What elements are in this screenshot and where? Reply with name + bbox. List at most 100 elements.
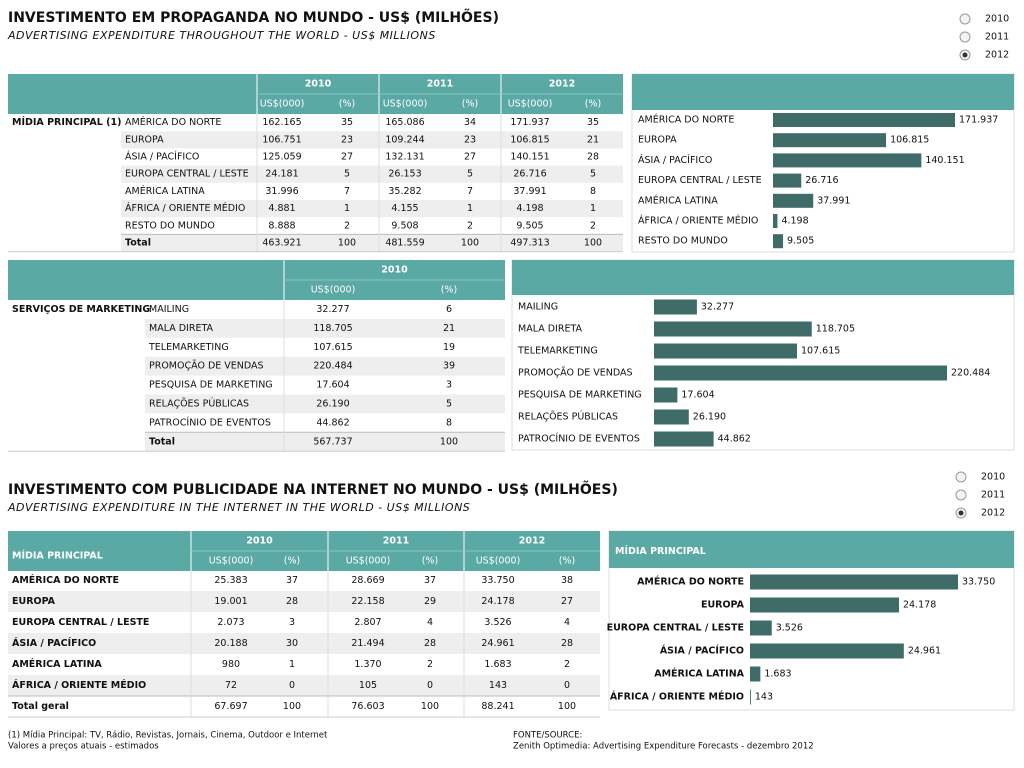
bar-value: 4.198 xyxy=(781,216,808,227)
row-label: PATROCÍNIO DE EVENTOS xyxy=(149,416,271,428)
cell: 5 xyxy=(590,169,596,180)
bar-value: 32.277 xyxy=(701,302,734,313)
bar xyxy=(654,431,714,447)
cell: 24.181 xyxy=(265,169,298,180)
row-stripe xyxy=(121,165,623,183)
bar-value: 143 xyxy=(755,692,773,703)
year-header: 2011 xyxy=(427,79,453,90)
cell: 8 xyxy=(446,417,452,428)
bar-label: AMÉRICA LATINA xyxy=(654,668,744,680)
cell: 28 xyxy=(286,596,298,607)
bar xyxy=(773,214,778,228)
bar xyxy=(773,133,887,148)
group-label: MÍDIA PRINCIPAL xyxy=(12,550,103,562)
cell: 24.178 xyxy=(481,596,514,607)
row-label: RESTO DO MUNDO xyxy=(125,220,215,231)
cell: 1 xyxy=(467,203,473,214)
radio[interactable] xyxy=(955,489,967,501)
cell: 100 xyxy=(283,701,301,712)
cell: 106.815 xyxy=(510,134,549,145)
cell: 2 xyxy=(564,659,570,670)
cell: 5 xyxy=(467,169,473,180)
year-header: 2011 xyxy=(383,536,409,547)
bar-value: 1.683 xyxy=(764,669,791,680)
group-label: SERVIÇOS DE MARKETING xyxy=(12,304,150,315)
footnote: Valores a preços atuais - estimados xyxy=(8,742,159,752)
bar xyxy=(750,597,900,613)
cell: 1 xyxy=(590,203,596,214)
footnote: (1) Mídia Principal: TV, Rádio, Revistas… xyxy=(8,731,328,741)
cell: 0 xyxy=(427,680,433,691)
cell: 162.165 xyxy=(262,117,301,128)
year-header: 2012 xyxy=(549,79,575,90)
cell: 1 xyxy=(344,203,350,214)
bar-value: 106.815 xyxy=(890,135,929,146)
row-label: EUROPA CENTRAL / LESTE xyxy=(12,617,149,628)
bar xyxy=(654,299,697,315)
col-header: US$(000) xyxy=(260,99,305,110)
radio-dot xyxy=(958,510,964,516)
radio[interactable] xyxy=(959,31,971,43)
row-label: MALA DIRETA xyxy=(149,323,214,334)
row-label: Total xyxy=(125,238,151,249)
cell: 118.705 xyxy=(313,323,352,334)
cell: 30 xyxy=(286,638,298,649)
cell: 140.151 xyxy=(510,152,549,163)
row-label: ÁSIA / PACÍFICO xyxy=(12,637,96,649)
bar-label: AMÉRICA DO NORTE xyxy=(638,114,734,126)
bar-label: RELAÇÕES PÚBLICAS xyxy=(518,411,618,423)
cell: 21 xyxy=(443,323,455,334)
bar-label: EUROPA xyxy=(638,135,677,146)
cell: 7 xyxy=(344,186,350,197)
cell: 25.383 xyxy=(214,575,247,586)
bar-value: 3.526 xyxy=(776,623,803,634)
cell: 5 xyxy=(344,169,350,180)
cell: 22.158 xyxy=(351,596,384,607)
year-header: 2010 xyxy=(381,265,408,276)
row-label: PESQUISA DE MARKETING xyxy=(149,380,273,391)
cell: 37 xyxy=(424,575,436,586)
cell: 463.921 xyxy=(262,238,301,249)
chart-header xyxy=(512,260,1014,295)
cell: 100 xyxy=(421,701,439,712)
col-header: US$(000) xyxy=(476,556,521,567)
chart-title: MÍDIA PRINCIPAL xyxy=(615,545,706,557)
col-header: (%) xyxy=(559,556,575,567)
cell: 4.198 xyxy=(516,203,543,214)
row-label: PROMOÇÃO DE VENDAS xyxy=(149,361,264,372)
bar-label: PESQUISA DE MARKETING xyxy=(518,390,642,401)
cell: 4.881 xyxy=(268,203,295,214)
row-label: AMÉRICA DO NORTE xyxy=(125,116,221,128)
row-label: Total xyxy=(149,436,175,447)
row-stripe xyxy=(121,131,623,149)
row-label: Total geral xyxy=(12,701,69,712)
col-header: US$(000) xyxy=(209,556,254,567)
bar-value: 24.178 xyxy=(903,600,936,611)
cell: 125.059 xyxy=(262,152,301,163)
row-label: EUROPA xyxy=(125,134,164,145)
col-header: US$(000) xyxy=(346,556,391,567)
row-label: ÁSIA / PACÍFICO xyxy=(125,151,199,163)
cell: 19.001 xyxy=(214,596,247,607)
cell: 28 xyxy=(587,152,599,163)
cell: 44.862 xyxy=(316,417,349,428)
cell: 132.131 xyxy=(385,152,424,163)
radio-label: 2011 xyxy=(985,32,1009,43)
cell: 100 xyxy=(338,238,356,249)
bar xyxy=(750,689,751,705)
cell: 35 xyxy=(341,117,353,128)
chart-header xyxy=(609,531,1014,568)
radio[interactable] xyxy=(959,13,971,25)
row-label: AMÉRICA LATINA xyxy=(12,658,102,670)
year-header: 2010 xyxy=(305,79,332,90)
bar-value: 107.615 xyxy=(801,346,840,357)
row-label: ÁFRICA / ORIENTE MÉDIO xyxy=(12,679,146,691)
cell: 1 xyxy=(289,659,295,670)
col-header: (%) xyxy=(339,99,355,110)
cell: 2 xyxy=(590,220,596,231)
bar-label: EUROPA CENTRAL / LESTE xyxy=(607,623,744,634)
cell: 23 xyxy=(341,134,353,145)
radio[interactable] xyxy=(955,471,967,483)
bar-value: 17.604 xyxy=(681,390,714,401)
cell: 72 xyxy=(225,680,237,691)
